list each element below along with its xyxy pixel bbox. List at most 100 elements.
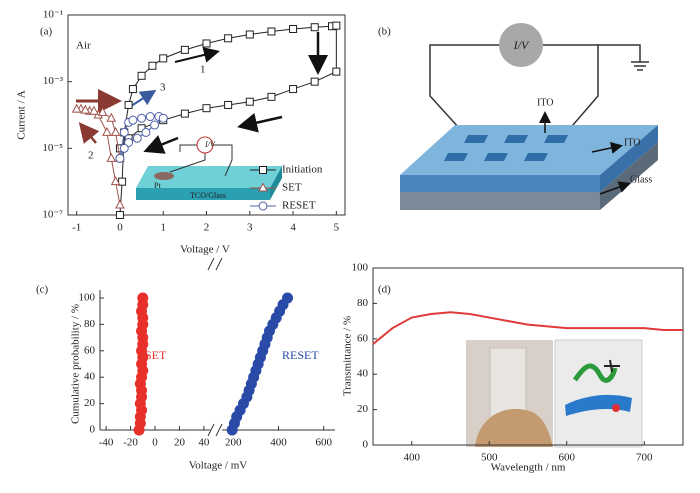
x-tick-label: 600 xyxy=(559,452,576,464)
y-axis-label: Transmittance / % xyxy=(342,316,354,396)
marker xyxy=(267,92,276,101)
y-axis-label: Cumulative probability / % xyxy=(70,304,82,424)
legend-marker xyxy=(259,166,267,174)
marker xyxy=(202,39,211,48)
marker xyxy=(132,133,142,143)
y-tick-label: 10⁻¹ xyxy=(43,9,63,21)
x-tick-label: 700 xyxy=(636,452,653,464)
marker xyxy=(224,100,233,109)
y-tick-label: 40 xyxy=(357,368,369,380)
marker xyxy=(141,127,151,137)
x-tick-label: 0 xyxy=(117,222,123,234)
legend-label: SET xyxy=(282,182,302,194)
y-tick-label: 10⁻⁷ xyxy=(42,209,63,221)
panel-label: (a) xyxy=(40,26,53,38)
marker xyxy=(145,112,155,122)
x-axis-label: Wavelength / nm xyxy=(491,462,566,474)
marker xyxy=(332,21,341,30)
x-tick-label: 3 xyxy=(247,222,253,234)
axis-break xyxy=(207,257,223,437)
y-axis-label: Current / A xyxy=(16,90,28,140)
panel-label: (d) xyxy=(378,284,391,296)
legend-label: RESET xyxy=(282,200,316,212)
marker xyxy=(102,126,112,136)
marker xyxy=(110,126,121,136)
x-tick-label: -40 xyxy=(99,437,114,449)
annotation: Air xyxy=(76,40,91,52)
x-tick-label: 5 xyxy=(334,222,340,234)
y-tick-label: 100 xyxy=(352,262,369,274)
marker xyxy=(106,112,117,122)
marker xyxy=(245,30,254,39)
inset-device xyxy=(136,136,282,200)
legend-marker xyxy=(258,182,268,192)
marker xyxy=(332,67,341,76)
marker xyxy=(282,292,294,304)
marker xyxy=(202,104,211,113)
marker xyxy=(115,199,125,209)
marker xyxy=(71,103,82,113)
marker xyxy=(159,54,168,63)
panel-label: (c) xyxy=(36,284,49,296)
meter-label: I/V xyxy=(513,38,530,52)
annotation: Pt xyxy=(154,181,161,190)
arrows xyxy=(76,32,328,154)
marker xyxy=(128,115,138,125)
marker xyxy=(110,176,121,186)
series-label: RESET xyxy=(282,348,319,362)
marker xyxy=(245,97,254,106)
marker xyxy=(118,177,127,186)
y-tick-label: 0 xyxy=(363,439,369,451)
x-tick-label: -20 xyxy=(123,437,138,449)
annotation: I/V xyxy=(204,140,216,149)
marker xyxy=(267,27,276,36)
marker xyxy=(128,85,137,94)
y-tick-label: 60 xyxy=(357,332,369,344)
layer-label: Glass xyxy=(630,174,652,185)
y-tick-label: 20 xyxy=(84,397,96,409)
marker xyxy=(180,109,189,118)
y-tick-label: 100 xyxy=(79,292,96,304)
marker xyxy=(310,77,319,86)
legend-label: Initiation xyxy=(282,164,323,176)
y-tick-label: 20 xyxy=(357,403,369,415)
diagram: (b) I/V ITO ITO Glass xyxy=(378,23,658,210)
marker xyxy=(106,152,117,162)
marker xyxy=(180,45,189,54)
marker xyxy=(158,113,168,123)
series-label: SET xyxy=(145,348,167,362)
marker xyxy=(148,61,157,70)
x-tick-label: 20 xyxy=(174,437,186,449)
marker xyxy=(224,34,233,43)
annotation: 3 xyxy=(160,82,166,94)
y-tick-label: 80 xyxy=(84,318,96,330)
series-line xyxy=(372,311,683,345)
y-tick-label: 80 xyxy=(357,297,369,309)
y-tick-label: 40 xyxy=(84,371,96,383)
x-tick-label: -1 xyxy=(72,222,81,234)
annotation: 2 xyxy=(88,150,94,162)
layer-label: ITO xyxy=(624,137,640,148)
marker xyxy=(137,71,146,80)
x-axis-label: Voltage / mV xyxy=(189,460,248,472)
legend-marker xyxy=(258,201,268,211)
marker xyxy=(137,292,149,304)
marker xyxy=(115,211,124,219)
marker xyxy=(289,25,298,34)
marker xyxy=(119,143,129,153)
x-tick-label: 600 xyxy=(315,437,332,449)
x-tick-label: 200 xyxy=(225,437,242,449)
x-tick-label: 400 xyxy=(404,452,421,464)
x-tick-label: 4 xyxy=(290,222,296,234)
y-tick-label: 10⁻⁵ xyxy=(42,142,63,154)
marker xyxy=(115,153,125,163)
x-tick-label: 1 xyxy=(160,222,166,234)
x-tick-label: 40 xyxy=(198,437,210,449)
marker xyxy=(124,137,134,147)
marker xyxy=(289,85,298,94)
x-tick-label: 500 xyxy=(481,452,498,464)
marker xyxy=(119,127,129,137)
y-tick-label: 0 xyxy=(90,424,96,436)
annotation: TCO/Glass xyxy=(190,191,226,200)
